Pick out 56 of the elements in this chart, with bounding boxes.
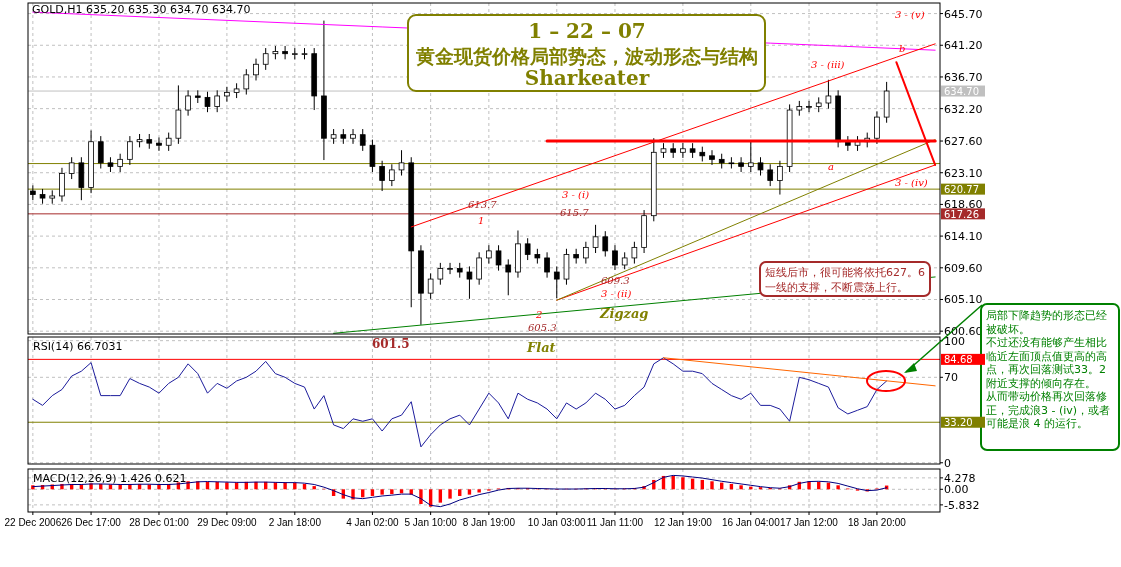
y-tick-label: 0.00 — [944, 483, 969, 497]
x-tick-label: 28 Dec 01:00 — [129, 517, 190, 528]
annotation: 3 - (ii) — [601, 288, 632, 299]
ref-line-label: 33.20 — [944, 417, 973, 429]
x-tick-label: 29 Dec 09:00 — [197, 517, 258, 528]
x-tick-label: 2 Jan 18:00 — [268, 517, 322, 528]
annotation: GOLD,H1 635.20 635.30 634.70 634.70 — [32, 3, 251, 16]
x-tick-label: 5 Jan 10:00 — [404, 517, 458, 528]
annotation: 3 - (v) — [895, 9, 925, 20]
annotation: Sharkeater — [524, 66, 650, 90]
y-tick-label: 100 — [944, 334, 965, 348]
annotation: 1 — [478, 215, 485, 226]
ref-line-label: 634.70 — [944, 86, 979, 98]
annotation: 605.3 — [528, 322, 557, 333]
text: 不过还没有能够产生相比临近左面顶点值更高的高点，再次回落测试33。2附近支撑的倾向存在。 — [986, 336, 1107, 390]
ref-line-label: 84.68 — [944, 354, 973, 366]
annotation: 3 - (iii) — [811, 59, 845, 70]
chart-title: MACD(12,26,9) 1.426 0.621 — [33, 472, 187, 485]
annotation: 3 - (i) — [562, 189, 590, 200]
y-tick-label: 645.70 — [944, 7, 983, 21]
x-tick-label: 10 Jan 03:00 — [527, 517, 587, 528]
x-tick-label: 8 Jan 19:00 — [462, 517, 516, 528]
chart-title: RSI(14) 66.7031 — [33, 340, 123, 353]
y-tick-label: 623.10 — [944, 166, 983, 180]
x-tick-label: 16 Jan 04:00 — [721, 517, 781, 528]
annotation: Flat — [526, 340, 556, 355]
annotation: 3 - (iv) — [895, 177, 928, 188]
text: 局部下降趋势的形态已经被破坏。 — [986, 309, 1107, 336]
annotation: a — [828, 161, 834, 172]
x-tick-label: 12 Jan 19:00 — [653, 517, 713, 528]
text: 从而带动价格再次回落修正，完成浪3 - (iv)，或者可能是浪 4 的运行。 — [986, 390, 1111, 430]
y-tick-label: 605.10 — [944, 293, 983, 307]
y-tick-label: 614.10 — [944, 230, 983, 244]
y-tick-label: 70 — [944, 371, 958, 385]
y-tick-label: 0 — [944, 456, 951, 470]
x-tick-label: 4 Jan 02:00 — [346, 517, 399, 528]
y-tick-label: 627.60 — [944, 135, 983, 149]
x-tick-label: 22 Dec 2006 — [4, 517, 62, 528]
y-tick-label: 641.20 — [944, 39, 983, 53]
annotation: 短线后市，很可能将依托627。6一线的支撑，不断震荡上行。 — [765, 266, 925, 294]
x-tick-label: 18 Jan 20:00 — [848, 517, 907, 528]
y-tick-label: 632.20 — [944, 102, 983, 116]
text: 1 – 22 – 07 — [528, 19, 646, 43]
y-tick-label: 609.60 — [944, 261, 983, 275]
text: 黄金现货价格局部势态，波动形态与结构 — [415, 45, 758, 67]
annotation: 601.5 — [372, 337, 410, 351]
y-tick-label: 636.70 — [944, 70, 983, 84]
ref-line-label: 620.77 — [944, 184, 979, 196]
x-tick-label: 11 Jan 11:00 — [586, 517, 644, 528]
x-tick-label: 17 Jan 12:00 — [780, 517, 839, 528]
y-tick-label: -5.832 — [944, 498, 980, 512]
annotation: Zigzag — [599, 306, 649, 321]
annotation: 613.7 — [468, 199, 498, 210]
x-tick-label: 26 Dec 17:00 — [61, 517, 122, 528]
ref-line-label: 617.26 — [944, 208, 979, 220]
y-tick-label: 4.278 — [944, 471, 976, 485]
